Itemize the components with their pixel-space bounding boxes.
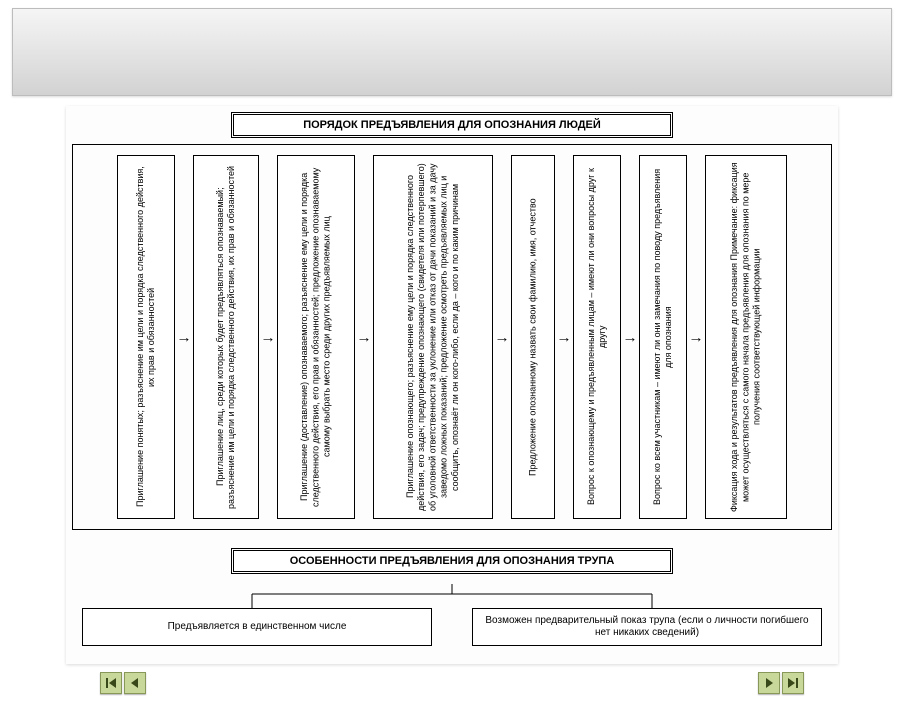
step-box: Вопрос к опознающему и предъявленным лиц… — [573, 155, 621, 519]
first-page-button[interactable] — [100, 672, 122, 694]
arrow: → — [175, 155, 193, 519]
main-title: ПОРЯДОК ПРЕДЪЯВЛЕНИЯ ДЛЯ ОПОЗНАНИЯ ЛЮДЕЙ — [231, 112, 673, 138]
branch-box: Возможен предварительный показ трупа (ес… — [472, 608, 822, 646]
prev-icon — [129, 677, 141, 689]
first-icon — [105, 677, 117, 689]
arrow: → — [687, 155, 705, 519]
branch-connector — [72, 584, 832, 608]
branch-area: Предъявляется в единственном числе Возмо… — [72, 584, 832, 654]
sub-title: ОСОБЕННОСТИ ПРЕДЪЯВЛЕНИЯ ДЛЯ ОПОЗНАНИЯ Т… — [231, 548, 673, 574]
arrow: → — [355, 155, 373, 519]
diagram-page: ПОРЯДОК ПРЕДЪЯВЛЕНИЯ ДЛЯ ОПОЗНАНИЯ ЛЮДЕЙ… — [66, 106, 838, 664]
arrow: → — [259, 155, 277, 519]
flow-row: Приглашение понятых; разъяснение им цели… — [79, 155, 825, 519]
next-page-button[interactable] — [758, 672, 780, 694]
step-box: Приглашение опознающего; разъяснение ему… — [373, 155, 493, 519]
step-box: Предложение опознанному назвать свои фам… — [511, 155, 555, 519]
step-box: Приглашение (доставление) опознаваемого;… — [277, 155, 355, 519]
step-box: Фиксация хода и результатов предъявления… — [705, 155, 787, 519]
arrow: → — [493, 155, 511, 519]
branch-box: Предъявляется в единственном числе — [82, 608, 432, 646]
arrow: → — [621, 155, 639, 519]
nav-row — [72, 672, 832, 712]
arrow: → — [555, 155, 573, 519]
step-box: Приглашение лиц, среди которых будет пре… — [193, 155, 259, 519]
last-page-button[interactable] — [782, 672, 804, 694]
header-bar — [12, 8, 892, 96]
step-box: Вопрос ко всем участникам – имеют ли они… — [639, 155, 687, 519]
prev-page-button[interactable] — [124, 672, 146, 694]
next-icon — [763, 677, 775, 689]
last-icon — [787, 677, 799, 689]
step-box: Приглашение понятых; разъяснение им цели… — [117, 155, 175, 519]
flow-frame: Приглашение понятых; разъяснение им цели… — [72, 144, 832, 530]
